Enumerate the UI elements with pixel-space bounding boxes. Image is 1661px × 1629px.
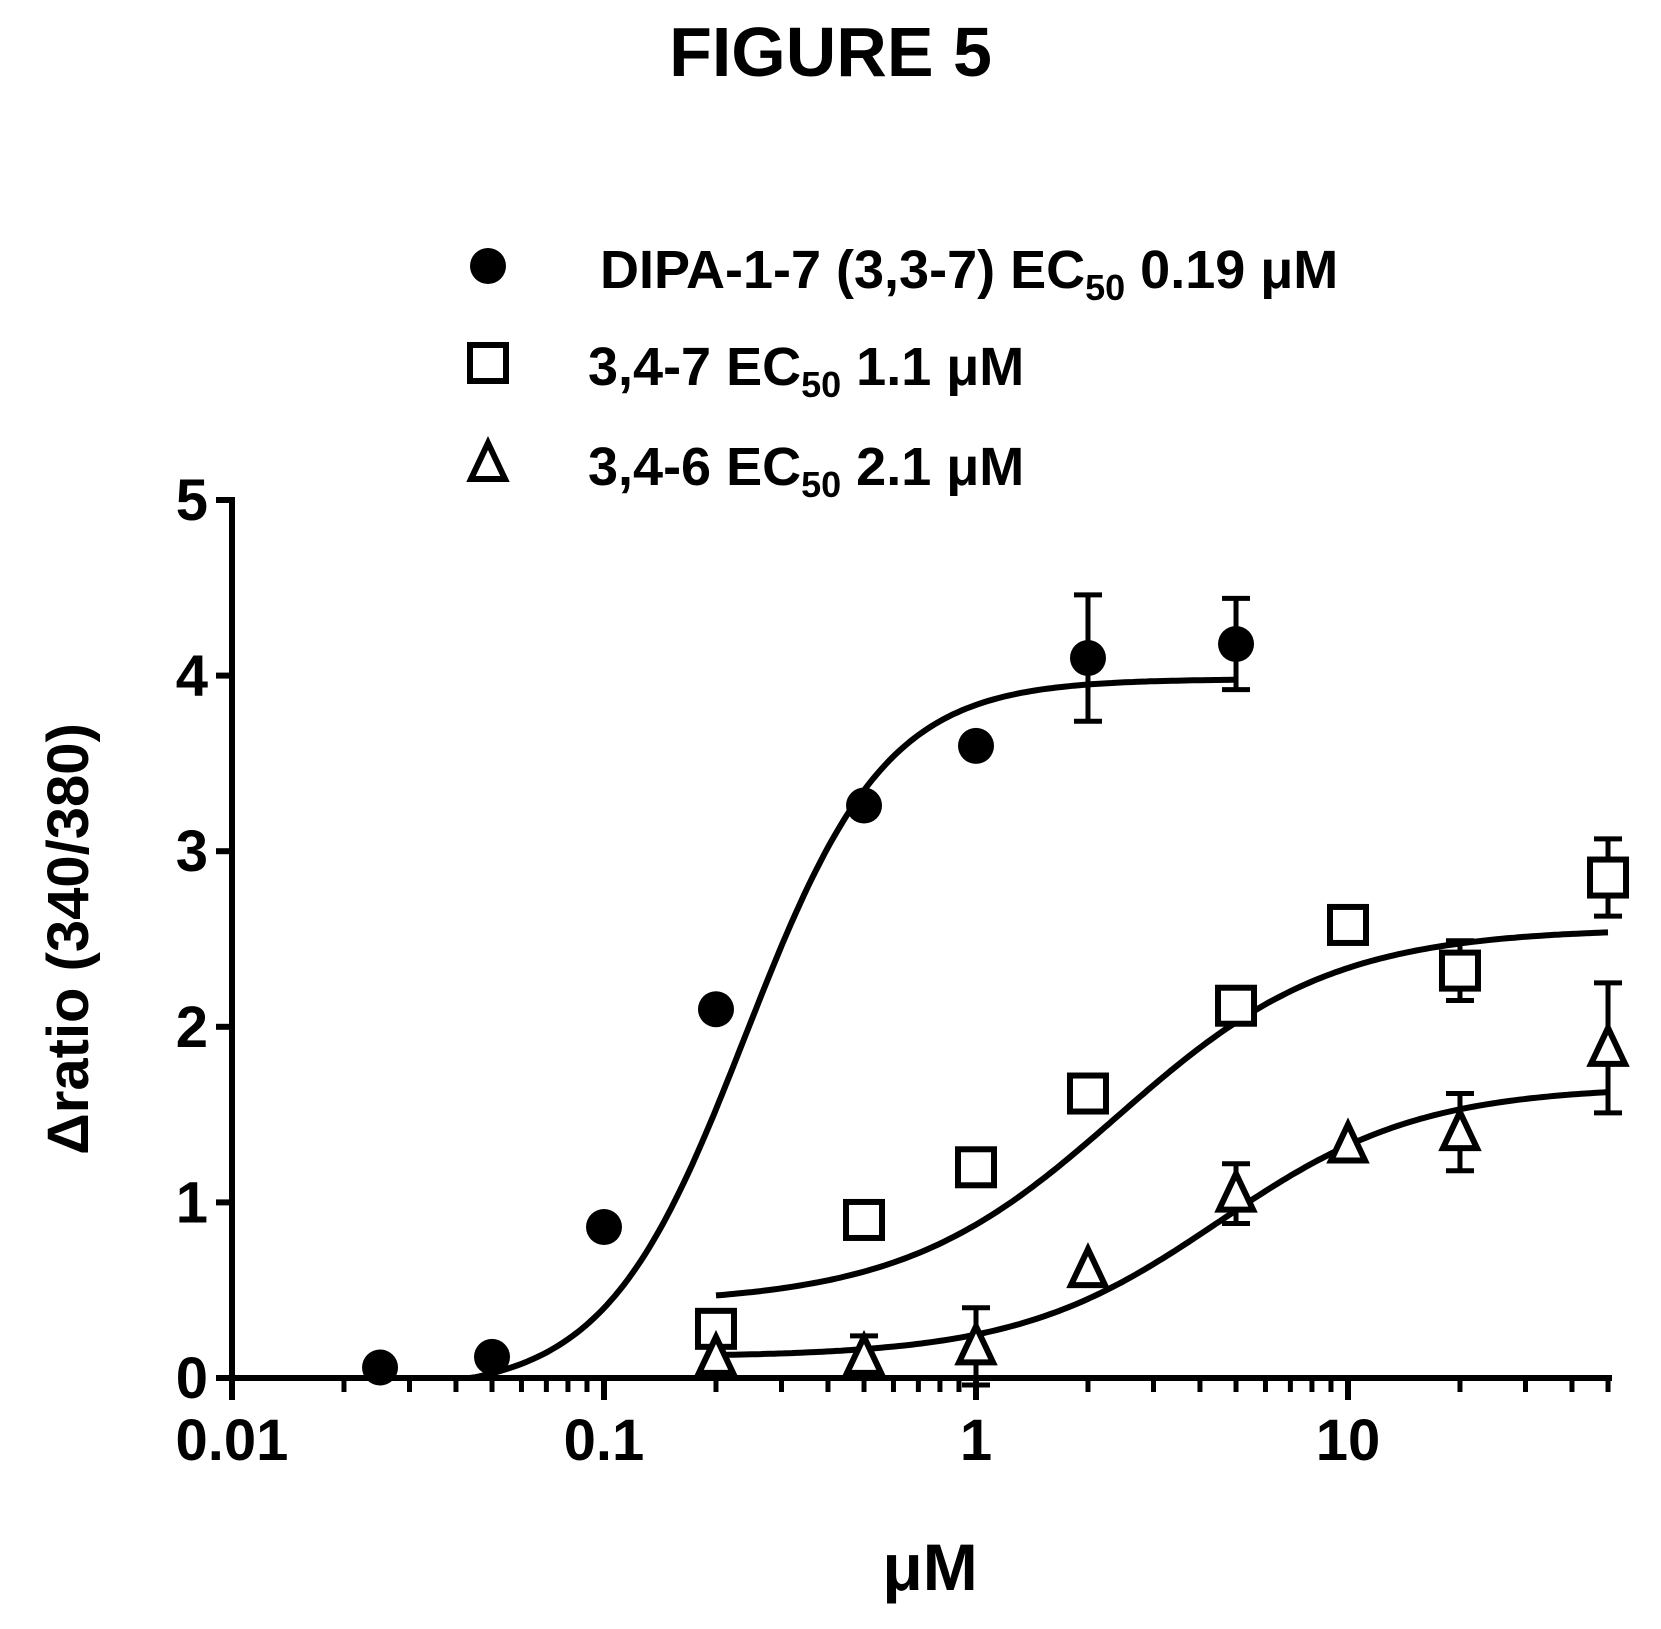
triangle-marker bbox=[1066, 1242, 1110, 1289]
square-marker bbox=[1587, 856, 1630, 899]
circle-marker bbox=[586, 1208, 622, 1245]
y-tick-label: 0 bbox=[176, 1346, 208, 1411]
legend-triangle-marker bbox=[466, 435, 510, 482]
square-marker bbox=[1327, 903, 1369, 946]
triangle-marker bbox=[954, 1319, 998, 1366]
triangle-marker bbox=[1214, 1166, 1258, 1213]
circle-marker bbox=[1218, 625, 1255, 662]
legend-label-value: 1.1 μM bbox=[841, 337, 1024, 397]
x-tick-label: 0.01 bbox=[176, 1408, 289, 1473]
legend-label-text: DIPA-1-7 (3,3-7) EC bbox=[600, 240, 1085, 300]
legend-label: 3,4-7 EC50 1.1 μM bbox=[588, 337, 1024, 405]
circle-marker bbox=[1069, 640, 1106, 677]
square-marker bbox=[843, 1198, 886, 1241]
x-tick-label: 10 bbox=[1316, 1408, 1381, 1473]
circle-marker bbox=[697, 991, 734, 1028]
legend-label: DIPA-1-7 (3,3-7) EC50 0.19 μM bbox=[600, 240, 1338, 308]
legend-label-text: 3,4-7 EC bbox=[588, 337, 801, 397]
square-marker bbox=[1438, 949, 1481, 992]
figure-title: FIGURE 5 bbox=[669, 13, 992, 91]
series-2 bbox=[694, 836, 1630, 1350]
x-tick-label: 1 bbox=[960, 1408, 992, 1473]
y-tick-label: 4 bbox=[176, 644, 208, 709]
legend-circle-marker bbox=[470, 248, 506, 284]
legend-label: 3,4-6 EC50 2.1 μM bbox=[588, 437, 1024, 505]
legend-label-value: 0.19 μM bbox=[1125, 240, 1338, 300]
square-marker bbox=[1066, 1072, 1109, 1115]
y-axis-label: Δratio (340/380) bbox=[36, 723, 101, 1155]
triangle-marker bbox=[1326, 1117, 1370, 1164]
triangle-marker bbox=[842, 1329, 886, 1376]
series-1 bbox=[362, 592, 1255, 1386]
x-axis-label: μM bbox=[882, 1530, 977, 1604]
circle-marker bbox=[474, 1338, 511, 1375]
triangle-marker bbox=[1438, 1105, 1482, 1152]
circle-marker bbox=[958, 727, 994, 764]
circle-marker bbox=[846, 787, 883, 824]
legend-label-value: 2.1 μM bbox=[841, 437, 1024, 497]
triangle-marker bbox=[694, 1329, 738, 1376]
y-tick-label: 1 bbox=[176, 1170, 208, 1235]
legend-label-subscript: 50 bbox=[1085, 267, 1125, 308]
legend: DIPA-1-7 (3,3-7) EC50 0.19 μM3,4-7 EC50 … bbox=[466, 240, 1338, 505]
square-marker bbox=[955, 1146, 997, 1189]
legend-label-subscript: 50 bbox=[801, 364, 841, 405]
triangle-marker bbox=[1586, 1020, 1630, 1067]
legend-square-marker bbox=[467, 342, 509, 384]
legend-label-subscript: 50 bbox=[801, 464, 841, 505]
x-tick-label: 0.1 bbox=[564, 1408, 645, 1473]
series-3 bbox=[694, 980, 1630, 1388]
y-tick-label: 3 bbox=[176, 819, 208, 884]
legend-label-text: 3,4-6 EC bbox=[588, 437, 801, 497]
square-marker bbox=[1215, 984, 1258, 1027]
fit-curve bbox=[380, 676, 1236, 1381]
y-tick-label: 5 bbox=[176, 468, 208, 533]
circle-marker bbox=[362, 1349, 399, 1386]
y-tick-label: 2 bbox=[176, 995, 208, 1060]
